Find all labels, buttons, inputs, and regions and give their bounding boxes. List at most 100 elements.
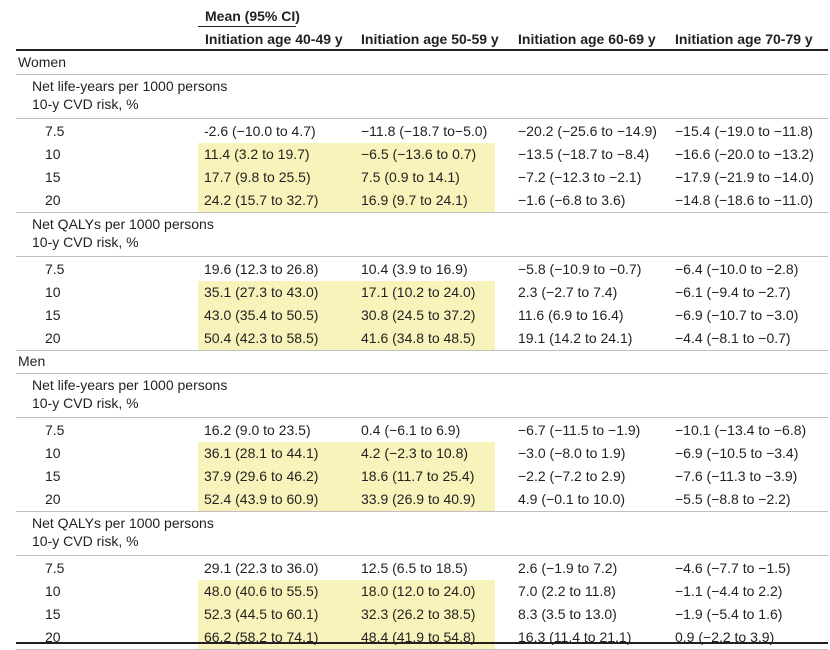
table-cell: 18.0 (12.0 to 24.0): [355, 580, 495, 603]
column-header-70-79: Initiation age 70-79 y: [675, 31, 813, 47]
risk-label: 10: [45, 146, 61, 162]
table-cell: 12.5 (6.5 to 18.5): [361, 560, 468, 576]
risk-label: 15: [45, 169, 61, 185]
table-cell: 4.9 (−0.1 to 10.0): [518, 491, 626, 507]
table-cell: −7.2 (−12.3 to −2.1): [518, 169, 642, 185]
table-cell: 19.1 (14.2 to 24.1): [518, 330, 633, 346]
section-rule: [16, 118, 828, 119]
risk-label: 7.5: [45, 422, 65, 438]
table-cell: −5.5 (−8.8 to −2.2): [675, 491, 791, 507]
table-bottom-rule: [16, 642, 828, 644]
group-label: Women: [18, 54, 66, 70]
table-cell: −14.8 (−18.6 to −11.0): [675, 192, 813, 208]
risk-label: 10: [45, 583, 61, 599]
table-cell: 35.1 (27.3 to 43.0): [198, 281, 355, 304]
table-cell: 4.2 (−2.3 to 10.8): [355, 442, 495, 465]
table-cell: −6.1 (−9.4 to −2.7): [675, 284, 791, 300]
table-cell: 8.3 (3.5 to 13.0): [518, 606, 617, 622]
risk-label: 7.5: [45, 261, 65, 277]
column-header-60-69: Initiation age 60-69 y: [518, 31, 656, 47]
table-cell: 16.9 (9.7 to 24.1): [355, 189, 495, 212]
section-title: Net life-years per 1000 persons: [32, 377, 228, 393]
table-cell: 7.5 (0.9 to 14.1): [355, 166, 495, 189]
group-rule: [16, 74, 828, 75]
table-cell: 16.3 (11.4 to 21.1): [518, 629, 632, 645]
group-label: Men: [18, 353, 46, 369]
table-cell: 52.3 (44.5 to 60.1): [198, 603, 355, 626]
section-bottom-rule: [16, 350, 828, 351]
table-cell: -2.6 (−10.0 to 4.7): [204, 123, 316, 139]
risk-label: 7.5: [45, 560, 65, 576]
header-bottom-rule: [16, 49, 828, 51]
table-cell: 7.0 (2.2 to 11.8): [518, 583, 616, 599]
table-cell: −1.6 (−6.8 to 3.6): [518, 192, 626, 208]
risk-label: 20: [45, 629, 61, 645]
section-rule: [16, 555, 828, 556]
section-title: Net QALYs per 1000 persons: [32, 216, 214, 232]
table-cell: −11.8 (−18.7 to−5.0): [361, 123, 488, 139]
table-cell: −1.1 (−4.4 to 2.2): [675, 583, 783, 599]
section-bottom-rule: [16, 212, 828, 213]
table-cell: −20.2 (−25.6 to −14.9): [518, 123, 657, 139]
risk-label: 10: [45, 284, 61, 300]
risk-label: 15: [45, 606, 61, 622]
table-cell: −6.4 (−10.0 to −2.8): [675, 261, 799, 277]
section-rule: [16, 256, 828, 257]
table-cell: 17.1 (10.2 to 24.0): [355, 281, 495, 304]
table-cell: 52.4 (43.9 to 60.9): [198, 488, 355, 511]
risk-label: 20: [45, 192, 61, 208]
table-cell: 41.6 (34.8 to 48.5): [355, 327, 495, 350]
column-header-40-49: Initiation age 40-49 y: [205, 31, 343, 47]
header-mean-ci: Mean (95% CI): [205, 8, 300, 24]
table-cell: −6.5 (−13.6 to 0.7): [355, 143, 495, 166]
risk-label: 20: [45, 491, 61, 507]
table-cell: 11.6 (6.9 to 16.4): [518, 307, 624, 323]
table-cell: 17.7 (9.8 to 25.5): [198, 166, 355, 189]
table-cell: 2.3 (−2.7 to 7.4): [518, 284, 618, 300]
table-cell: 30.8 (24.5 to 37.2): [355, 304, 495, 327]
table-cell: −17.9 (−21.9 to −14.0): [675, 169, 814, 185]
risk-label: 15: [45, 468, 61, 484]
table-cell: 37.9 (29.6 to 46.2): [198, 465, 355, 488]
section-bottom-rule: [16, 511, 828, 512]
table-cell: 29.1 (22.3 to 36.0): [204, 560, 319, 576]
table-cell: −5.8 (−10.9 to −0.7): [518, 261, 642, 277]
table-cell: −6.9 (−10.5 to −3.4): [675, 445, 799, 461]
table-cell: 33.9 (26.9 to 40.9): [355, 488, 495, 511]
table-cell: 11.4 (3.2 to 19.7): [198, 143, 355, 166]
risk-label: 10: [45, 445, 61, 461]
table-cell: 32.3 (26.2 to 38.5): [355, 603, 495, 626]
table-cell: −4.6 (−7.7 to −1.5): [675, 560, 791, 576]
table-cell: 18.6 (11.7 to 25.4): [355, 465, 495, 488]
section-subtitle: 10-y CVD risk, %: [32, 395, 139, 411]
table-cell: 0.4 (−6.1 to 6.9): [361, 422, 461, 438]
table-cell: 10.4 (3.9 to 16.9): [361, 261, 468, 277]
table-cell: 36.1 (28.1 to 44.1): [198, 442, 355, 465]
table-cell: 48.4 (41.9 to 54.8): [355, 626, 495, 649]
table-cell: 16.2 (9.0 to 23.5): [204, 422, 311, 438]
section-subtitle: 10-y CVD risk, %: [32, 96, 139, 112]
table-cell: −6.7 (−11.5 to −1.9): [518, 422, 641, 438]
section-title: Net life-years per 1000 persons: [32, 78, 228, 94]
table-cell: −7.6 (−11.3 to −3.9): [675, 468, 798, 484]
table-cell: −6.9 (−10.7 to −3.0): [675, 307, 799, 323]
table-cell: −13.5 (−18.7 to −8.4): [518, 146, 650, 162]
section-rule: [16, 417, 828, 418]
table-cell: 48.0 (40.6 to 55.5): [198, 580, 355, 603]
table-cell: 50.4 (42.3 to 58.5): [198, 327, 355, 350]
risk-label: 7.5: [45, 123, 65, 139]
section-subtitle: 10-y CVD risk, %: [32, 533, 139, 549]
table-cell: −2.2 (−7.2 to 2.9): [518, 468, 626, 484]
table-cell: 43.0 (35.4 to 50.5): [198, 304, 355, 327]
risk-label: 20: [45, 330, 61, 346]
table-cell: −3.0 (−8.0 to 1.9): [518, 445, 626, 461]
table-cell: −4.4 (−8.1 to −0.7): [675, 330, 791, 346]
table-cell: −1.9 (−5.4 to 1.6): [675, 606, 783, 622]
table-cell: 0.9 (−2.2 to 3.9): [675, 629, 775, 645]
table-cell: −10.1 (−13.4 to −6.8): [675, 422, 807, 438]
group-rule: [16, 373, 828, 374]
table-cell: −15.4 (−19.0 to −11.8): [675, 123, 813, 139]
table-cell: 24.2 (15.7 to 32.7): [198, 189, 355, 212]
table-cell: 19.6 (12.3 to 26.8): [204, 261, 319, 277]
